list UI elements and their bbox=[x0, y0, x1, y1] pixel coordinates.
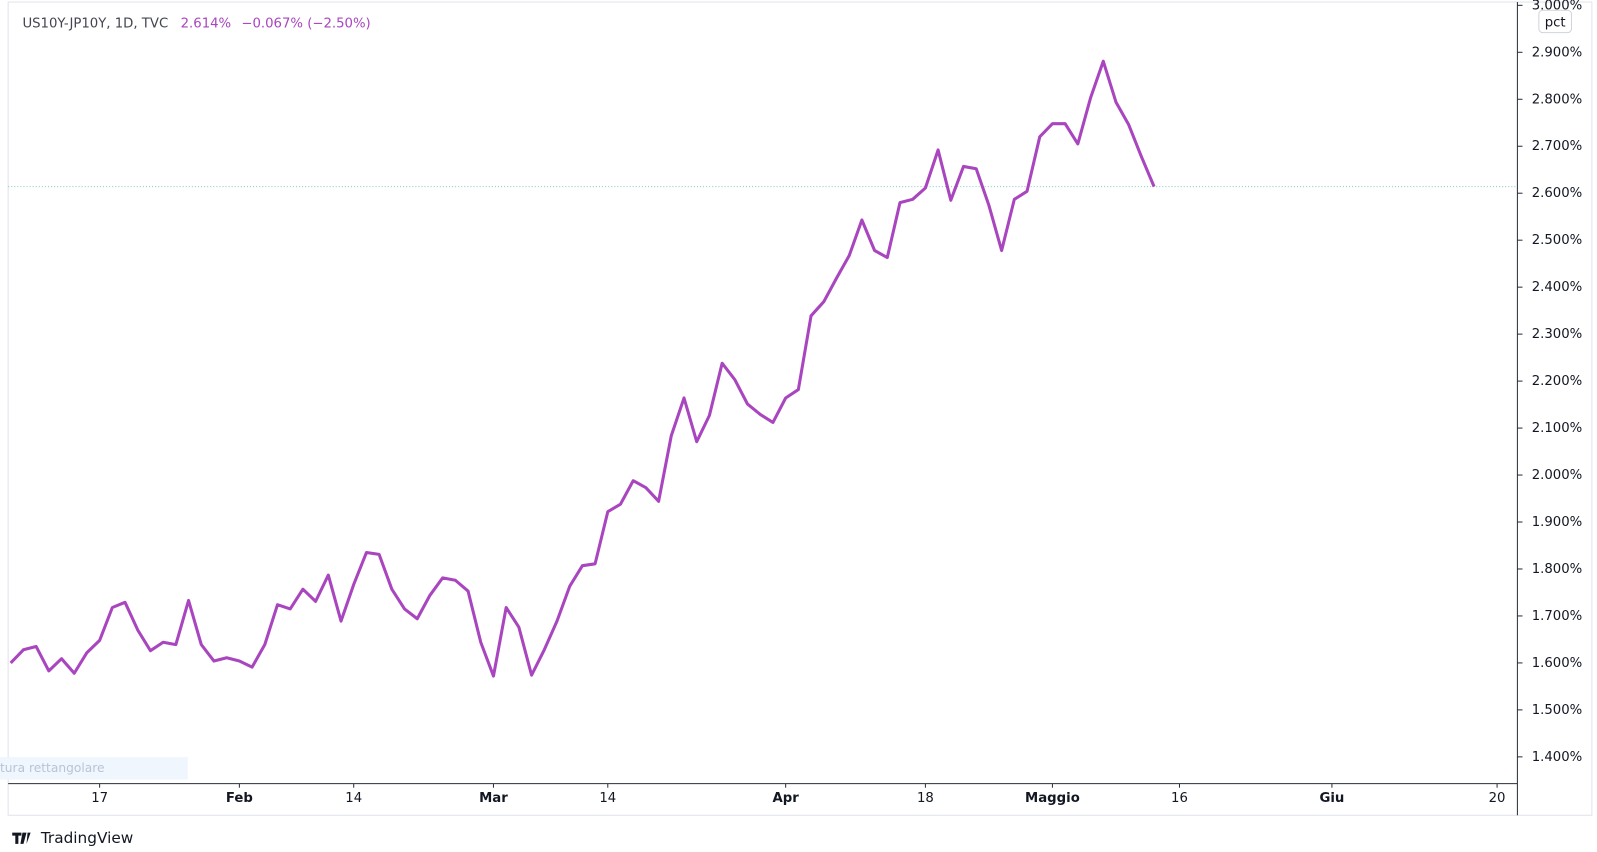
chart-title: US10Y-JP10Y, 1D, TVC bbox=[22, 16, 168, 31]
y-tick-label: 1.600% bbox=[1532, 656, 1583, 671]
y-tick-label: 2.500% bbox=[1532, 233, 1583, 248]
x-tick-label: 20 bbox=[1489, 791, 1506, 806]
x-tick-label: Apr bbox=[773, 791, 800, 806]
x-tick-label: Giu bbox=[1319, 791, 1344, 806]
y-tick-label: 2.700% bbox=[1532, 139, 1583, 154]
y-tick-label: 2.800% bbox=[1532, 92, 1583, 107]
x-tick-label: 14 bbox=[345, 791, 362, 806]
x-tick-label: Mar bbox=[479, 791, 508, 806]
y-tick-label: 2.100% bbox=[1532, 421, 1583, 436]
y-tick-label: 1.900% bbox=[1532, 515, 1583, 530]
x-tick-label: Maggio bbox=[1025, 791, 1080, 806]
series-line bbox=[9, 59, 1156, 678]
y-tick-label: 2.300% bbox=[1532, 327, 1583, 342]
x-tick-label: 17 bbox=[91, 791, 108, 806]
y-tick-label: 2.900% bbox=[1532, 45, 1583, 60]
last-value: 2.614% bbox=[181, 16, 232, 31]
y-tick-label: 1.500% bbox=[1532, 703, 1583, 718]
x-tick-label: 14 bbox=[599, 791, 616, 806]
y-tick-label: 1.700% bbox=[1532, 609, 1583, 624]
chart-frame bbox=[7, 1, 1593, 816]
watermark: TradingView bbox=[40, 829, 133, 847]
y-tick-label: 2.200% bbox=[1532, 374, 1583, 389]
change-value: −0.067% (−2.50%) bbox=[241, 16, 370, 31]
tooltip: tura rettangolare bbox=[0, 761, 105, 775]
x-tick-label: 16 bbox=[1171, 791, 1188, 806]
logo-icon bbox=[12, 832, 31, 844]
x-tick-label: Feb bbox=[226, 791, 253, 806]
y-tick-label: 2.600% bbox=[1532, 186, 1583, 201]
logo: TradingView bbox=[12, 829, 133, 847]
y-tick-label: 2.000% bbox=[1532, 468, 1583, 483]
y-tick-label: 3.000% bbox=[1532, 0, 1583, 13]
y-tick-label: 1.800% bbox=[1532, 562, 1583, 577]
unit-label[interactable]: pct bbox=[1545, 15, 1566, 30]
y-tick-label: 1.400% bbox=[1532, 750, 1583, 765]
unit-box[interactable] bbox=[1538, 9, 1572, 34]
y-tick-label: 2.400% bbox=[1532, 280, 1583, 295]
x-tick-label: 18 bbox=[917, 791, 934, 806]
tooltip-box bbox=[0, 757, 188, 780]
